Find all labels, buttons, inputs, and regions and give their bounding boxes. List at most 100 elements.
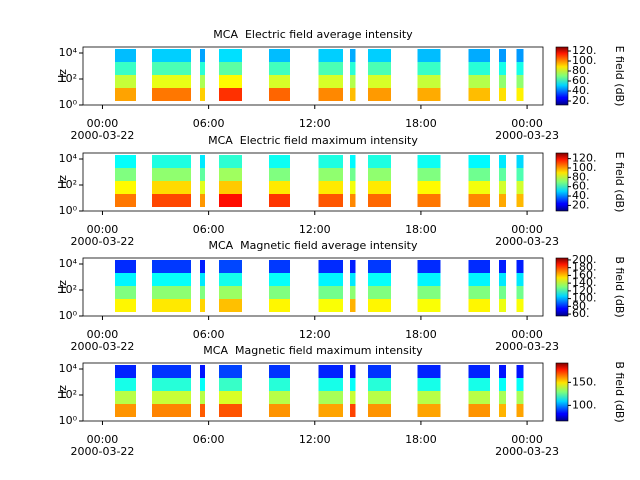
spectrogram-cell bbox=[318, 62, 344, 76]
spectrogram-cell bbox=[516, 365, 524, 379]
colorbar bbox=[555, 152, 569, 212]
axes-frame bbox=[82, 46, 544, 106]
spectrogram-cell bbox=[268, 88, 290, 102]
spectrogram-cell bbox=[152, 391, 191, 405]
spectrogram-cell bbox=[114, 260, 137, 274]
y-axis-label: Hz bbox=[56, 69, 69, 83]
spectrogram-cell bbox=[417, 49, 441, 63]
x-tick-label: 00:00 bbox=[87, 223, 119, 236]
spectrogram-cell bbox=[219, 260, 243, 274]
spectrogram-cell bbox=[318, 404, 344, 418]
spectrogram-cell bbox=[350, 155, 356, 169]
y-axis-label: Hz bbox=[56, 385, 69, 399]
spectrogram-cell bbox=[516, 75, 524, 89]
axes-frame bbox=[82, 257, 544, 317]
spectrogram-cell bbox=[152, 49, 191, 63]
spectrogram-cell bbox=[468, 155, 490, 169]
x-tick-label: 12:00 bbox=[299, 328, 331, 341]
spectrogram-cell bbox=[318, 181, 344, 195]
spectrogram-cell bbox=[468, 286, 490, 300]
spectrogram-cell bbox=[350, 75, 356, 89]
spectrogram-cell bbox=[219, 88, 243, 102]
spectrogram-cell bbox=[199, 75, 206, 89]
spectrogram-cell bbox=[318, 194, 344, 208]
spectrogram-cell bbox=[498, 168, 506, 182]
spectrogram-cell bbox=[367, 75, 391, 89]
x-tick-label: 00:00 bbox=[511, 117, 543, 130]
spectrogram-cell bbox=[367, 194, 391, 208]
spectrogram-cell bbox=[152, 299, 191, 313]
x-tick-date: 2000-03-23 bbox=[495, 129, 559, 142]
x-tick-label: 00:00 bbox=[87, 117, 119, 130]
spectrogram-cell bbox=[219, 391, 243, 405]
y-tick-label: 10⁴ bbox=[59, 152, 78, 165]
colorbar-tick-label: 60. bbox=[572, 180, 590, 193]
x-tick-label: 06:00 bbox=[193, 328, 225, 341]
spectrogram-cell bbox=[318, 168, 344, 182]
axes-frame bbox=[82, 362, 544, 422]
spectrogram-cell bbox=[516, 168, 524, 182]
spectrogram-cell bbox=[114, 378, 137, 392]
spectrogram-cell bbox=[199, 155, 206, 169]
spectrogram-cell bbox=[152, 75, 191, 89]
spectrogram-cell bbox=[114, 181, 137, 195]
spectrogram-cell bbox=[268, 62, 290, 76]
spectrogram-cell bbox=[350, 194, 356, 208]
spectrogram-cell bbox=[417, 194, 441, 208]
spectrogram-cell bbox=[219, 62, 243, 76]
spectrogram-cell bbox=[367, 168, 391, 182]
x-tick-label: 12:00 bbox=[299, 223, 331, 236]
spectrogram-cell bbox=[498, 75, 506, 89]
y-tick-label: 10² bbox=[59, 388, 77, 401]
spectrogram-cell bbox=[318, 286, 344, 300]
spectrogram-cell bbox=[367, 273, 391, 287]
y-tick-label: 10² bbox=[59, 283, 77, 296]
x-tick-date: 2000-03-23 bbox=[495, 445, 559, 458]
spectrogram-cell bbox=[219, 273, 243, 287]
spectrogram-cell bbox=[152, 286, 191, 300]
spectrogram-cell bbox=[367, 391, 391, 405]
x-tick-date: 2000-03-22 bbox=[70, 340, 134, 353]
spectrogram-cell bbox=[516, 62, 524, 76]
spectrogram-cell bbox=[498, 299, 506, 313]
spectrogram-cell bbox=[468, 273, 490, 287]
spectrogram-cell bbox=[468, 260, 490, 274]
spectrogram-cell bbox=[114, 155, 137, 169]
colorbar-tick-label: 60. bbox=[572, 74, 590, 87]
spectrogram-cell bbox=[498, 49, 506, 63]
chart-title: MCA Electric field maximum intensity bbox=[208, 134, 418, 147]
y-tick-label: 10⁴ bbox=[59, 362, 78, 375]
spectrogram-cell bbox=[199, 299, 206, 313]
spectrogram-cell bbox=[199, 286, 206, 300]
x-tick-label: 00:00 bbox=[511, 223, 543, 236]
y-axis-label: Hz bbox=[56, 280, 69, 294]
colorbar-tick-label: 100. bbox=[572, 161, 597, 174]
spectrogram-cell bbox=[498, 260, 506, 274]
spectrogram-cell bbox=[516, 273, 524, 287]
spectrogram-cell bbox=[367, 299, 391, 313]
spectrogram-cell bbox=[516, 391, 524, 405]
colorbar-tick-label: 100. bbox=[572, 398, 597, 411]
spectrogram-cell bbox=[219, 155, 243, 169]
spectrogram-cell bbox=[199, 273, 206, 287]
spectrogram-cell bbox=[516, 299, 524, 313]
spectrogram-cell bbox=[417, 299, 441, 313]
spectrogram-cell bbox=[350, 378, 356, 392]
spectrogram-cell bbox=[367, 62, 391, 76]
spectrogram-cell bbox=[114, 273, 137, 287]
spectrogram-cell bbox=[219, 378, 243, 392]
spectrogram-cell bbox=[498, 62, 506, 76]
spectrogram-cell bbox=[114, 299, 137, 313]
spectrogram-cell bbox=[318, 299, 344, 313]
spectrogram-cell bbox=[498, 273, 506, 287]
y-tick-label: 10⁰ bbox=[59, 414, 78, 427]
spectrogram-cell bbox=[468, 62, 490, 76]
spectrogram-cell bbox=[498, 286, 506, 300]
spectrogram-cell bbox=[318, 155, 344, 169]
spectrogram-cell bbox=[468, 88, 490, 102]
spectrogram-cell bbox=[367, 286, 391, 300]
spectrogram-cell bbox=[498, 181, 506, 195]
spectrogram-cell bbox=[219, 286, 243, 300]
colorbar-tick-label: 40. bbox=[572, 84, 590, 97]
spectrogram-cell bbox=[468, 181, 490, 195]
